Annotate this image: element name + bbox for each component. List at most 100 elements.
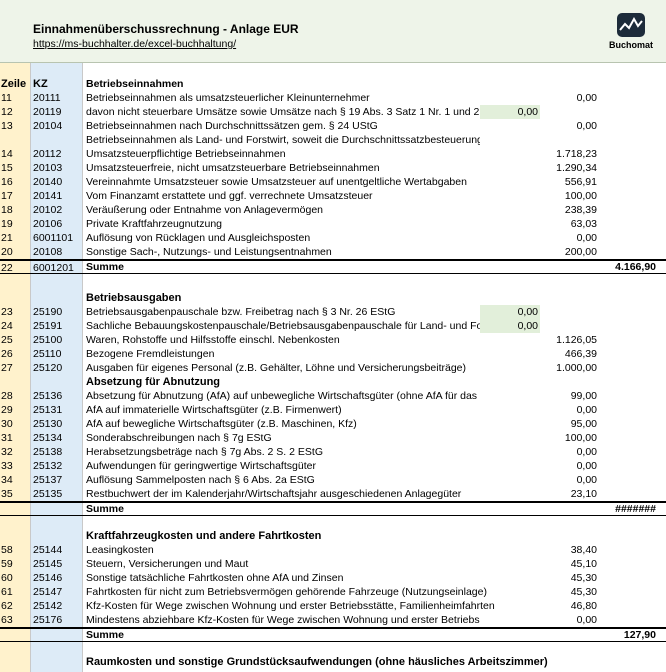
row: 26 25110 Bezogene Fremdleistungen 466,39 bbox=[0, 347, 666, 361]
amount: 0,00 bbox=[576, 460, 597, 472]
description: Bezogene Fremdleistungen bbox=[86, 348, 215, 360]
description: Mindestens abziehbare Kfz-Kosten für Weg… bbox=[86, 614, 480, 626]
description: Betriebseinnahmen als umsatzsteuerlicher… bbox=[86, 92, 370, 104]
row: 11 20111 Betriebseinnahmen als umsatzsteue… bbox=[0, 91, 666, 105]
description: Herabsetzungsbeträge nach § 7g Abs. 2 S.… bbox=[86, 446, 323, 458]
description: Absetzung für Abnutzung (AfA) auf unbewe… bbox=[86, 390, 480, 402]
description: Waren, Rohstoffe und Hilfsstoffe einschl… bbox=[86, 334, 340, 346]
kz: 25120 bbox=[33, 362, 63, 374]
zeile: 35 bbox=[1, 488, 13, 500]
zeile-column bbox=[0, 63, 31, 672]
zeile: 12 bbox=[1, 106, 13, 118]
description: Umsatzsteuerfreie, nicht umsatzsteuerbar… bbox=[86, 162, 380, 174]
amount: 238,39 bbox=[564, 204, 597, 216]
row: 20 20108 Sonstige Sach-, Nutzungs- und Lei… bbox=[0, 245, 666, 259]
section-row: Raumkosten und sonstige Grundstücksaufwe… bbox=[0, 655, 666, 669]
amount: 100,00 bbox=[564, 190, 597, 202]
amount: 556,91 bbox=[564, 176, 597, 188]
zeile: 14 bbox=[1, 148, 13, 160]
sub-heading: Absetzung für Abnutzung bbox=[86, 376, 221, 388]
row: 12 20119 davon nicht steuerbare Umsätze so… bbox=[0, 105, 666, 119]
amount: 0,00 bbox=[576, 404, 597, 416]
description: Sonstige Sach-, Nutzungs- und Leistungse… bbox=[86, 246, 332, 258]
sum-value: 127,90 bbox=[623, 629, 656, 641]
kz: 25142 bbox=[33, 600, 63, 612]
zeile: 27 bbox=[1, 362, 13, 374]
zeile: 58 bbox=[1, 544, 13, 556]
zeile: 15 bbox=[1, 162, 13, 174]
amount: 0,00 bbox=[576, 614, 597, 626]
description: Veräußerung oder Entnahme von Anlageverm… bbox=[86, 204, 323, 216]
row: 60 25146 Sonstige tatsächliche Fahrtkosten… bbox=[0, 571, 666, 585]
kz: 25134 bbox=[33, 432, 63, 444]
description: Umsatzsteuerpflichtige Betriebseinnahmen bbox=[86, 148, 286, 160]
link[interactable]: https://ms-buchhalter.de/excel-buchhaltu… bbox=[33, 38, 237, 50]
row: 21 6001101 Auflösung von Rücklagen und Aus… bbox=[0, 231, 666, 245]
row: 31 25134 Sonderabschreibungen nach § 7g ES… bbox=[0, 431, 666, 445]
zeile: 17 bbox=[1, 190, 13, 202]
zeile: 34 bbox=[1, 474, 13, 486]
kz: 25138 bbox=[33, 446, 63, 458]
description: Private Kraftfahrzeugnutzung bbox=[86, 218, 222, 230]
input-cell: 0,00 bbox=[480, 105, 540, 119]
kz: 6001201 bbox=[33, 262, 74, 274]
row: 13 20104 Betriebseinnahmen nach Durchschni… bbox=[0, 119, 666, 133]
description: Betriebseinnahmen als Land- und Forstwir… bbox=[86, 134, 480, 146]
sum-row: Summe ####### bbox=[0, 501, 666, 516]
section-heading: Betriebseinnahmen bbox=[86, 78, 184, 90]
row: 30 25130 AfA auf bewegliche Wirtschaftsgüt… bbox=[0, 417, 666, 431]
description: Betriebsausgabenpauschale bzw. Freibetra… bbox=[86, 306, 396, 318]
row: 19 20106 Private Kraftfahrzeugnutzung 63,03 bbox=[0, 217, 666, 231]
logo-text: Buchomat bbox=[609, 40, 654, 50]
description: Vom Finanzamt erstattete und ggf. verrec… bbox=[86, 190, 373, 202]
zeile: 61 bbox=[1, 586, 13, 598]
column-header: Zeile bbox=[1, 78, 27, 90]
kz: 25190 bbox=[33, 306, 63, 318]
zeile: 26 bbox=[1, 348, 13, 360]
row: 15 20103 Umsatzsteuerfreie, nicht umsatzst… bbox=[0, 161, 666, 175]
description: Restbuchwert der im Kalenderjahr/Wirtsch… bbox=[86, 488, 462, 500]
amount: 0,00 bbox=[576, 232, 597, 244]
description: Leasingkosten bbox=[86, 544, 154, 556]
kz: 20111 bbox=[33, 92, 61, 104]
kz: 25135 bbox=[33, 488, 63, 500]
column-header: KZ bbox=[33, 78, 48, 90]
description: Sonstige tatsächliche Fahrtkosten ohne A… bbox=[86, 572, 344, 584]
zeile: 24 bbox=[1, 320, 13, 332]
section-heading: Betriebsausgaben bbox=[86, 292, 182, 304]
amount: 0,00 bbox=[576, 92, 597, 104]
zeile: 23 bbox=[1, 306, 13, 318]
description: Fahrtkosten für nicht zum Betriebsvermög… bbox=[86, 586, 487, 598]
kz: 25130 bbox=[33, 418, 63, 430]
amount: 0,00 bbox=[576, 474, 597, 486]
sum-value: ####### bbox=[615, 503, 656, 515]
row: 34 25137 Auflösung Sammelposten nach § 6 A… bbox=[0, 473, 666, 487]
kz: 20141 bbox=[33, 190, 63, 202]
row: 28 25136 Absetzung für Abnutzung (AfA) auf… bbox=[0, 389, 666, 403]
kz: 25131 bbox=[33, 404, 63, 416]
logo-icon bbox=[617, 13, 645, 37]
kz: 25147 bbox=[33, 586, 63, 598]
amount: 0,00 bbox=[576, 120, 597, 132]
sum-row: 22 6001201 Summe 4.166,90 bbox=[0, 259, 666, 274]
description: Aufwendungen für geringwertige Wirtschaf… bbox=[86, 460, 316, 472]
description: Vereinnahmte Umsatzsteuer sowie Umsatzst… bbox=[86, 176, 467, 188]
zeile: 20 bbox=[1, 246, 13, 258]
amount: 1.126,05 bbox=[556, 334, 597, 346]
amount: 45,10 bbox=[570, 558, 597, 570]
zeile: 31 bbox=[1, 432, 13, 444]
kz-column bbox=[31, 63, 83, 672]
zeile: 62 bbox=[1, 600, 13, 612]
section-row: Zeile KZ Betriebseinnahmen bbox=[0, 77, 666, 91]
amount: 0,00 bbox=[576, 446, 597, 458]
row: 14 20112 Umsatzsteuerpflichtige Betriebsei… bbox=[0, 147, 666, 161]
sum-value: 4.166,90 bbox=[615, 261, 656, 273]
input-cell: 0,00 bbox=[480, 319, 540, 333]
description: Kfz-Kosten für Wege zwischen Wohnung und… bbox=[86, 600, 495, 612]
amount: 95,00 bbox=[570, 418, 597, 430]
kz: 25137 bbox=[33, 474, 63, 486]
description: AfA auf immaterielle Wirtschaftsgüter (z… bbox=[86, 404, 342, 416]
row: 59 25145 Steuern, Versicherungen und Maut 4… bbox=[0, 557, 666, 571]
row: 58 25144 Leasingkosten 38,40 bbox=[0, 543, 666, 557]
amount: 45,30 bbox=[570, 572, 597, 584]
